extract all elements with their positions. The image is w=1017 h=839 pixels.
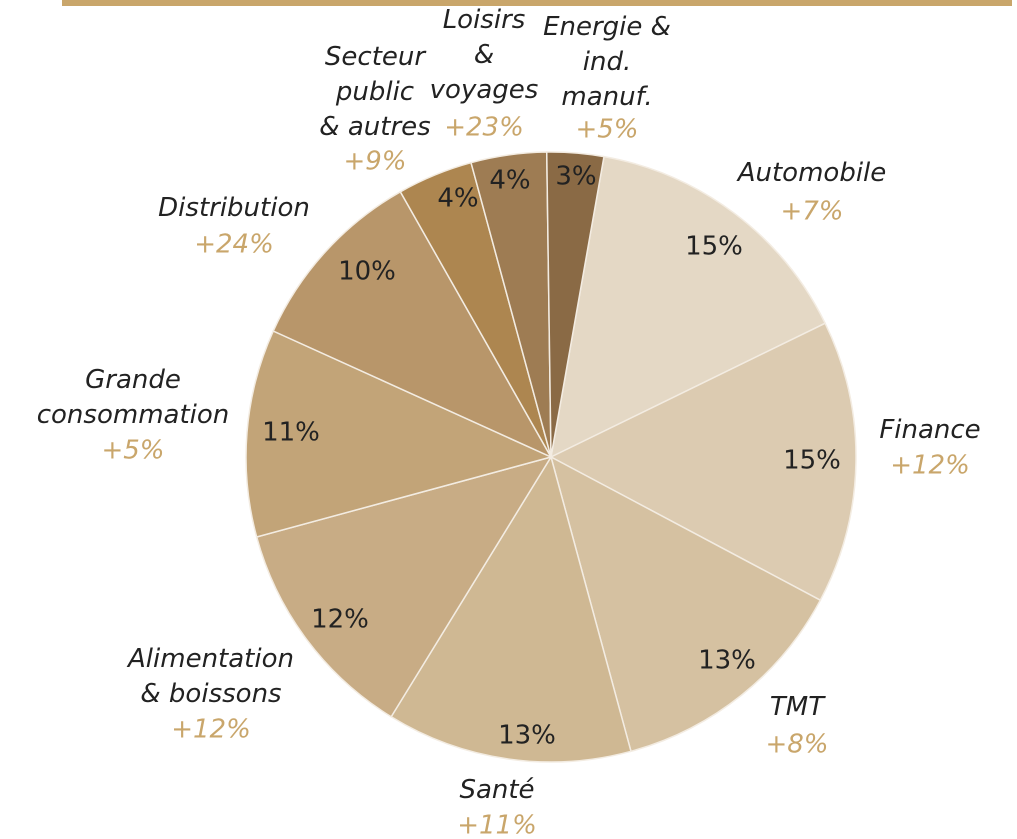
category-label: Loisirs & voyages (430, 5, 539, 105)
category-label: Secteur public & autres (319, 42, 430, 142)
growth-label: +12% (890, 451, 970, 481)
growth-label: +5% (575, 115, 638, 145)
growth-label: +8% (765, 730, 828, 760)
growth-label: +5% (101, 436, 164, 466)
slice-label: 4% (437, 184, 478, 214)
category-label: Finance (879, 415, 980, 445)
category-label: Automobile (736, 158, 887, 188)
slice-label: 15% (685, 232, 743, 262)
category-label: Energie & ind. manuf. (543, 12, 671, 112)
top-rule (62, 0, 1012, 6)
growth-label: +11% (457, 811, 537, 839)
pie-slice (545, 151, 605, 458)
growth-label: +24% (194, 230, 274, 260)
slice-label: 15% (783, 446, 841, 476)
category-label: TMT (770, 692, 826, 722)
category-label: Alimentation & boissons (126, 644, 294, 709)
slice-label: 13% (498, 721, 556, 751)
slice-label: 12% (311, 605, 369, 635)
category-label: Distribution (158, 193, 310, 223)
slice-label: 11% (262, 418, 320, 448)
slice-label: 10% (338, 257, 396, 287)
slice-label: 13% (698, 646, 756, 676)
pie-slice (550, 155, 827, 459)
pie-slice (549, 455, 822, 753)
growth-label: +12% (171, 715, 251, 745)
pie-slice (549, 322, 857, 602)
pie-slice (245, 330, 554, 538)
growth-label: +9% (343, 147, 406, 177)
growth-label: +7% (780, 197, 843, 227)
category-label: Grande consommation (37, 365, 230, 430)
slice-label: 4% (489, 166, 530, 196)
growth-label: +23% (444, 113, 524, 143)
pie-slice (255, 455, 553, 718)
pie-slice (272, 190, 553, 459)
category-label: Santé (459, 775, 534, 805)
slice-label: 3% (555, 162, 596, 192)
pie-slice (390, 455, 632, 763)
